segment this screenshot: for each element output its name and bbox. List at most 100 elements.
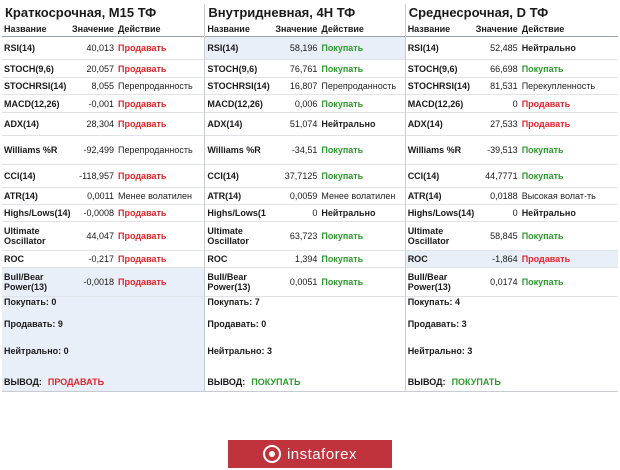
table-row: ATR(14) 0,0188 Высокая волат-ть [405, 188, 618, 205]
table-row: STOCHRSI(14) 16,807 Перепроданность [205, 78, 405, 95]
indicator-value: 37,7125 [284, 171, 318, 181]
indicator-value: 58,845 [490, 231, 518, 241]
indicator-action: Покупать [321, 277, 364, 287]
indicator-value: 0,0188 [490, 191, 518, 201]
table-row: CCI(14) -118,957 Продавать [2, 165, 205, 188]
indicator-action: Продавать [118, 277, 167, 287]
table-row: MACD(12,26) 0 Продавать [405, 95, 618, 113]
indicator-value: 81,531 [490, 81, 518, 91]
indicator-name: Williams %R [4, 145, 58, 155]
indicator-name: Bull/Bear Power(13) [4, 272, 48, 292]
column-header: Название [4, 24, 47, 34]
indicator-name: MACD(12,26) [207, 98, 263, 109]
indicator-value: 0,0174 [490, 277, 518, 287]
indicator-action: Продавать [118, 63, 167, 74]
indicator-value: -0,001 [88, 98, 114, 109]
instaforex-logo-icon [262, 445, 281, 463]
indicator-name: Williams %R [407, 145, 462, 155]
indicator-value: -0,217 [88, 254, 114, 264]
table-row: Williams %R -39,513 Покупать [405, 136, 618, 165]
table-row: ROC -0,217 Продавать [2, 251, 205, 268]
indicator-action: Покупать [521, 63, 564, 74]
indicator-value: 40,013 [86, 43, 114, 53]
verdict-value: ПОКУПАТЬ [251, 377, 301, 387]
summary-block: Покупать: 0 Продавать: 9 Нейтрально: 0 ВЫВО… [2, 297, 205, 392]
indicator-action: Продавать [118, 254, 167, 264]
indicator-value: 44,047 [86, 231, 114, 241]
indicator-value: -92,499 [83, 145, 114, 155]
indicator-value: 0,006 [294, 98, 318, 109]
column-header: Значение [275, 24, 318, 34]
indicator-value: 0 [512, 208, 518, 218]
indicator-name: Williams %R [207, 145, 261, 155]
table-row: Ultimate Oscillator 63,723 Покупать [205, 222, 405, 251]
indicator-action: Менее волатилен [118, 191, 193, 201]
table-row: Williams %R -92,499 Перепроданность [2, 136, 205, 165]
instaforex-logo[interactable]: instaforex [228, 440, 392, 468]
indicator-name: Ultimate Oscillator [207, 226, 249, 246]
indicator-action: Продавать [118, 231, 167, 241]
indicator-value: 0,0011 [87, 191, 114, 201]
indicator-action: Покупать [321, 145, 364, 155]
indicator-action: Нейтрально [321, 208, 376, 218]
indicator-value: 0,0059 [289, 191, 318, 201]
indicator-name: Highs/Lows(14) [4, 208, 71, 218]
table-row: ATR(14) 0,0011 Менее волатилен [2, 188, 205, 205]
indicator-action: Нейтрально [321, 119, 376, 129]
summary-block: Покупать: 7 Продавать: 0 Нейтрально: 3 ВЫВО… [205, 297, 405, 392]
panel-title: Среднесрочная, D ТФ [408, 5, 549, 20]
table-row: Bull/Bear Power(13) 0,0051 Покупать [205, 268, 405, 297]
indicator-name: RSI(14) [207, 43, 239, 53]
indicator-name: ATR(14) [407, 191, 442, 201]
indicator-action: Покупать [321, 63, 364, 74]
column-header: Значение [72, 24, 115, 34]
indicator-name: ROC [407, 254, 428, 264]
indicator-name: ADX(14) [4, 119, 40, 129]
indicator-action: Покупать [321, 171, 364, 181]
indicator-action: Перекупленность [521, 81, 596, 91]
indicator-action: Высокая волат-ть [521, 191, 596, 201]
indicator-value: 8,055 [91, 81, 114, 91]
table-header: Название Значение Действие [2, 22, 205, 37]
indicator-action: Продавать [118, 119, 167, 129]
verdict-label: ВЫВОД: [4, 377, 42, 387]
indicator-action: Покупать [321, 254, 364, 264]
indicator-value: 27,533 [490, 119, 518, 129]
table-row: ADX(14) 27,533 Продавать [405, 113, 618, 136]
table-row: MACD(12,26) 0,006 Покупать [205, 95, 405, 113]
indicator-value: 63,723 [289, 231, 318, 241]
indicator-value: -118,957 [79, 171, 114, 181]
table-row: ROC 1,394 Покупать [205, 251, 405, 268]
indicator-action: Продавать [521, 254, 571, 264]
panel-title: Внутридневная, 4H ТФ [208, 5, 356, 20]
indicator-name: CCI(14) [4, 171, 36, 181]
column-header: Название [207, 24, 250, 34]
verdict-row: ВЫВОД: ПОКУПАТЬ [405, 373, 618, 392]
indicator-value: 0 [312, 208, 318, 218]
indicator-panel-2: Внутридневная, 4H ТФ Название Значение Дейс… [205, 4, 406, 392]
table-row: STOCH(9,6) 76,761 Покупать [205, 60, 405, 78]
indicator-name: RSI(14) [407, 43, 439, 53]
table-row: ADX(14) 51,074 Нейтрально [205, 113, 405, 136]
indicator-name: ADX(14) [207, 119, 243, 129]
verdict-value: ПРОДАВАТЬ [47, 377, 105, 387]
column-header: Действие [118, 24, 161, 34]
table-row: CCI(14) 37,7125 Покупать [205, 165, 405, 188]
indicator-action: Продавать [118, 171, 167, 181]
indicator-name: MACD(12,26) [407, 98, 464, 109]
table-row: ROC -1,864 Продавать [405, 251, 618, 268]
indicator-value: 16,807 [289, 81, 318, 91]
indicator-tables: Краткосрочная, M15 ТФ Название Значение Дей… [2, 4, 618, 392]
indicator-value: 51,074 [289, 119, 318, 129]
indicator-name: STOCHRSI(14) [407, 81, 471, 91]
indicator-action: Покупать [321, 43, 364, 53]
verdict-value: ПОКУПАТЬ [451, 377, 501, 387]
table-row: Highs/Lows(1 0 Нейтрально [205, 205, 405, 222]
indicator-value: 20,057 [86, 63, 114, 74]
indicator-value: -1,864 [492, 254, 518, 264]
indicator-name: CCI(14) [207, 171, 239, 181]
column-header: Действие [521, 24, 565, 34]
summary-neutral-count: Нейтрально: 0 [4, 346, 69, 356]
indicator-action: Покупать [321, 231, 364, 241]
